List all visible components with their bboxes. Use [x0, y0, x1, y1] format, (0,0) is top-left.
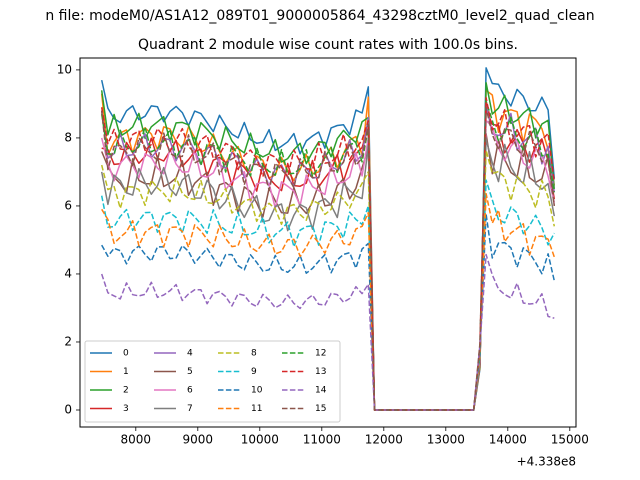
y-tick-label: 4 — [64, 266, 72, 280]
y-tick-label: 6 — [64, 198, 72, 212]
x-tick-label: 12000 — [365, 433, 403, 447]
chart-title: Quadrant 2 module wise count rates with … — [138, 37, 518, 53]
legend-label-0: 0 — [123, 349, 129, 359]
x-tick-label: 9000 — [183, 433, 214, 447]
legend-label-13: 13 — [315, 367, 326, 377]
plot-frame — [79, 57, 577, 428]
x-tick-label: 11000 — [303, 433, 341, 447]
figure-suptitle: n file: modeM0/AS1A12_089T01_9000005864_… — [45, 8, 594, 24]
legend-label-10: 10 — [251, 386, 263, 396]
legend-label-1: 1 — [123, 367, 129, 377]
series-line-14 — [100, 253, 555, 411]
x-tick-label: 10000 — [241, 433, 279, 447]
legend — [84, 340, 341, 423]
x-tick-label: 15000 — [551, 433, 589, 447]
series-line-12 — [100, 100, 556, 411]
legend-label-8: 8 — [251, 349, 257, 359]
series-line-15 — [100, 107, 556, 411]
legend-label-15: 15 — [315, 404, 326, 414]
x-offset-label: +4.338e8 — [517, 455, 576, 469]
y-tick-label: 0 — [64, 402, 72, 416]
legend-label-4: 4 — [187, 349, 193, 359]
legend-label-5: 5 — [187, 367, 193, 377]
legend-label-14: 14 — [315, 386, 327, 396]
y-tick-label: 10 — [57, 62, 72, 76]
legend-label-6: 6 — [187, 386, 193, 396]
x-tick-label: 8000 — [121, 433, 152, 447]
legend-label-11: 11 — [251, 404, 262, 414]
legend-label-12: 12 — [315, 349, 326, 359]
legend-label-9: 9 — [251, 367, 257, 377]
legend-label-2: 2 — [123, 386, 129, 396]
x-tick-label: 13000 — [427, 433, 465, 447]
y-tick-label: 2 — [64, 334, 72, 348]
y-tick-label: 8 — [64, 130, 72, 144]
x-tick-label: 14000 — [489, 433, 527, 447]
legend-label-7: 7 — [187, 404, 193, 414]
legend-label-3: 3 — [123, 404, 129, 414]
